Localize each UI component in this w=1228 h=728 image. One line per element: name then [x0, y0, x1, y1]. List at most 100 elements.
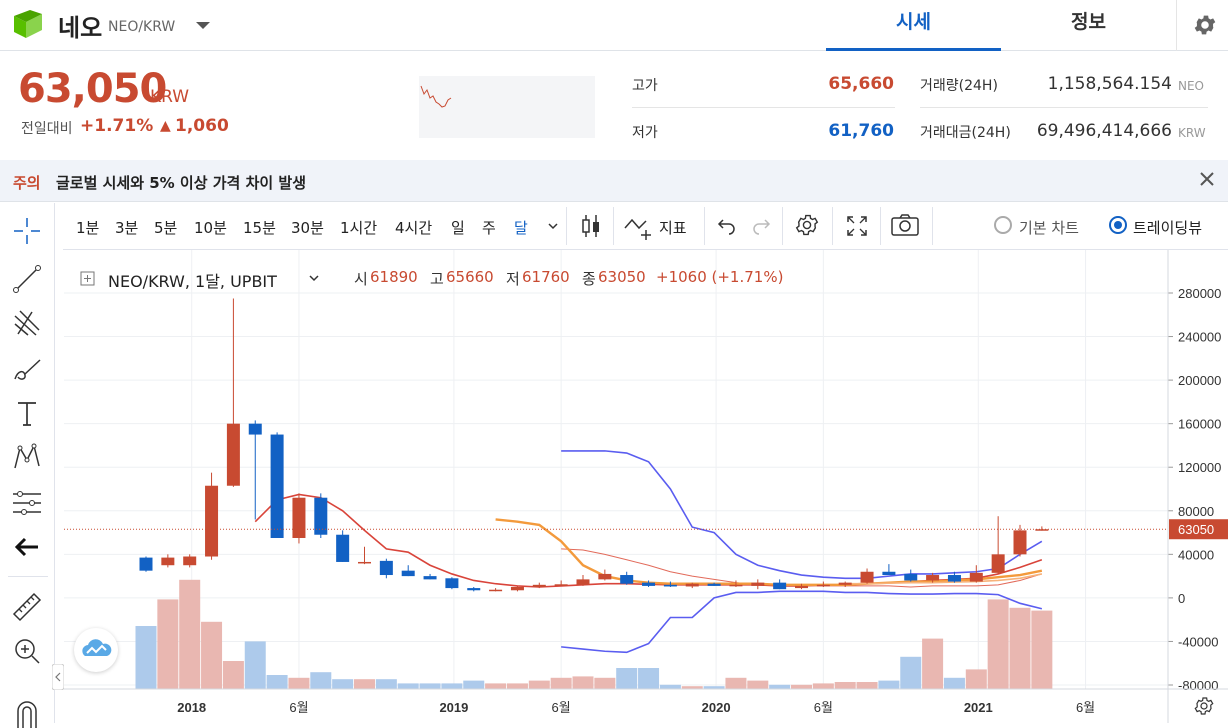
measure-lines-icon[interactable]	[10, 486, 44, 520]
interval-3[interactable]: 10분	[194, 219, 227, 237]
divider	[613, 207, 614, 245]
candle-body	[292, 497, 306, 538]
x-tick-label: 6월	[1076, 700, 1095, 715]
volume-label: 거래량(24H)	[920, 78, 998, 94]
divider	[566, 207, 567, 245]
volume-bar	[310, 672, 332, 689]
candle-body	[795, 585, 808, 589]
volume-bar	[791, 684, 812, 689]
volume-bar	[157, 599, 179, 689]
indicator-icon[interactable]	[624, 214, 656, 240]
tradingview-label[interactable]: 트레이딩뷰	[1133, 219, 1203, 237]
candle-body	[336, 534, 350, 562]
volume-bar	[506, 683, 528, 689]
high-value: 65660	[446, 268, 494, 286]
candle-body	[947, 575, 961, 582]
last-price-label: 63050	[1178, 522, 1214, 537]
candle-body	[969, 572, 983, 582]
drawing-toolbar	[0, 203, 55, 723]
candle-body	[489, 589, 503, 592]
volume-bar	[222, 661, 244, 689]
volume-bar	[856, 682, 878, 689]
interval-8[interactable]: 일	[451, 219, 465, 237]
candle-body	[314, 497, 328, 535]
pattern-icon[interactable]	[10, 440, 44, 474]
volume-unit: NEO	[1178, 79, 1205, 93]
brush-icon[interactable]	[10, 352, 44, 386]
divider	[704, 207, 705, 245]
axis-settings-icon[interactable]	[1193, 695, 1215, 717]
y-tick-label: 0	[1178, 591, 1185, 606]
candle-body	[467, 588, 481, 591]
up-arrow-icon: ▲	[160, 118, 171, 134]
y-tick-label: 200000	[1178, 373, 1221, 388]
bollinger-lower-line	[561, 590, 1043, 654]
candle-body	[598, 573, 612, 580]
add-symbol-icon[interactable]	[80, 271, 95, 286]
undo-icon[interactable]	[716, 216, 736, 236]
volume-bar	[900, 656, 922, 689]
top-header: 네오 NEO/KRW 시세 정보	[0, 0, 1228, 51]
gear-icon[interactable]	[1192, 12, 1218, 38]
interval-10[interactable]: 달	[514, 219, 528, 237]
settings-icon[interactable]	[794, 212, 820, 238]
tab-quote[interactable]: 시세	[826, 0, 1001, 51]
chevron-down-icon[interactable]	[193, 16, 213, 36]
volume-bar	[397, 683, 419, 689]
pitchfork-icon[interactable]	[10, 306, 44, 340]
cloud-icon	[82, 639, 112, 656]
divider	[632, 107, 895, 108]
candle-body	[576, 579, 590, 585]
volume-bar	[375, 679, 397, 689]
y-tick-label: -80000	[1178, 678, 1218, 693]
redo-icon[interactable]	[752, 216, 772, 236]
current-price: 63,050	[18, 66, 167, 112]
low-value: 61,760	[828, 121, 894, 141]
radio-tradingview[interactable]	[1109, 216, 1127, 234]
volume-bar	[922, 638, 944, 689]
crosshair-icon[interactable]	[10, 214, 44, 248]
coin-name: 네오	[58, 14, 103, 42]
y-tick-label: 120000	[1178, 460, 1221, 475]
divider	[8, 576, 48, 577]
camera-icon[interactable]	[890, 213, 920, 237]
candlestick-icon[interactable]	[579, 212, 603, 240]
chevron-down-icon[interactable]	[546, 219, 560, 233]
low-label: 저가	[632, 125, 658, 141]
candle-body	[991, 554, 1005, 573]
volume-bar	[747, 680, 769, 689]
back-arrow-icon[interactable]	[10, 530, 44, 564]
fullscreen-icon[interactable]	[845, 214, 869, 238]
radio-basic-chart[interactable]	[994, 216, 1012, 234]
interval-4[interactable]: 15분	[243, 219, 276, 237]
text-icon[interactable]	[10, 396, 44, 430]
interval-0[interactable]: 1분	[76, 219, 100, 237]
chart-symbol[interactable]: NEO/KRW, 1달, UPBIT	[108, 272, 277, 291]
magnet-icon[interactable]	[10, 694, 44, 728]
collapse-handle[interactable]	[52, 664, 64, 690]
interval-9[interactable]: 주	[482, 219, 496, 237]
chevron-down-icon[interactable]	[308, 272, 320, 284]
close-icon[interactable]	[1198, 170, 1216, 188]
ruler-icon[interactable]	[10, 590, 44, 624]
volume-value: 1,158,564.154	[1047, 74, 1172, 94]
interval-7[interactable]: 4시간	[395, 219, 433, 237]
change-value: +1060 (+1.71%)	[656, 268, 784, 286]
interval-5[interactable]: 30분	[291, 219, 324, 237]
open-label: 시	[354, 270, 368, 288]
interval-2[interactable]: 5분	[154, 219, 178, 237]
indicators-label[interactable]: 지표	[659, 219, 687, 237]
trendline-icon[interactable]	[10, 262, 44, 296]
y-tick-label: 240000	[1178, 330, 1221, 345]
tab-info[interactable]: 정보	[1071, 11, 1106, 33]
tradingview-logo[interactable]	[74, 628, 118, 672]
candle-body	[926, 575, 940, 581]
x-tick-label: 6월	[814, 700, 833, 715]
basic-chart-label[interactable]: 기본 차트	[1019, 219, 1079, 237]
zoom-in-icon[interactable]	[10, 634, 44, 668]
volume-bar	[550, 677, 572, 689]
interval-6[interactable]: 1시간	[340, 219, 378, 237]
candle-body	[358, 561, 371, 564]
interval-1[interactable]: 3분	[115, 219, 139, 237]
